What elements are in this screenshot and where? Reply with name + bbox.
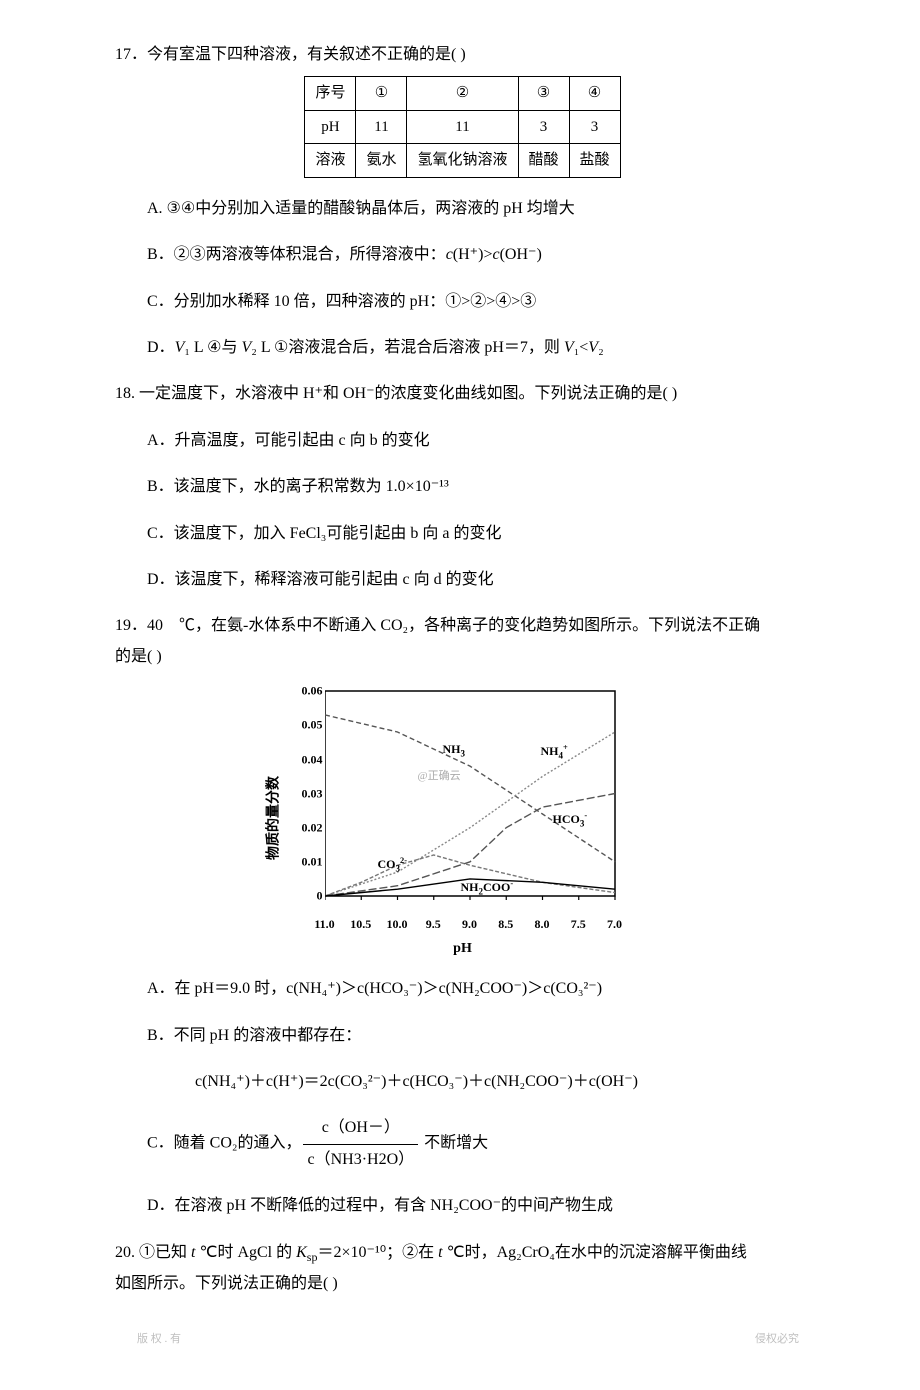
th-3: ③ (518, 77, 569, 111)
series-label-nh3: NH3 (443, 738, 466, 762)
q19-chart: 物质的量分数 11.010.510.09.59.08.58.07.57.0 00… (283, 678, 643, 958)
chart-xtick: 9.0 (462, 913, 477, 936)
q19-c-pre: C．随着 CO₂的通入， (147, 1135, 301, 1152)
q17-v2: V (241, 339, 251, 356)
t: ＝2×10⁻¹⁰；②在 (317, 1244, 438, 1261)
td: 氢氧化钠溶液 (407, 144, 518, 178)
q17-opt-d: D．V₁ L ④与 V₂ L ①溶液混合后，若混合后溶液 pH＝7，则 V₁<V… (115, 333, 810, 363)
q19-c-post: 不断增大 (420, 1135, 488, 1152)
table-row: 溶液 氨水 氢氧化钠溶液 醋酸 盐酸 (305, 144, 620, 178)
q20-stem-1: 20. ①已知 t ℃时 AgCl 的 Ksp＝2×10⁻¹⁰；②在 t ℃时，… (115, 1238, 810, 1269)
td: 盐酸 (569, 144, 620, 178)
chart-xtick: 9.5 (426, 913, 441, 936)
t: ℃时，Ag₂CrO₄在水中的沉淀溶解平衡曲线 (443, 1244, 747, 1261)
chart-xtick: 7.0 (607, 913, 622, 936)
chart-xtick: 10.5 (350, 913, 371, 936)
chart-watermark: @正确云 (418, 766, 461, 787)
t: ₂ (598, 339, 604, 356)
q17-b-end: (OH⁻) (500, 246, 542, 263)
q20-sp: sp (307, 1250, 318, 1264)
chart-ytick: 0.03 (293, 782, 323, 805)
th-4: ④ (569, 77, 620, 111)
chart-xtick: 10.0 (387, 913, 408, 936)
td: 3 (569, 110, 620, 144)
footer-right: 侵权必究 (711, 1329, 810, 1350)
series-label-nh4: NH4+ (541, 740, 568, 764)
q17-v1: V (175, 339, 185, 356)
page-footer: 版 权 . 有 侵权必究 (115, 1329, 810, 1350)
series-label-hco3: HCO3- (553, 808, 588, 832)
q17-v3: V (564, 339, 574, 356)
q17-table: 序号 ① ② ③ ④ pH 11 11 3 3 溶液 氨水 氢氧化钠溶液 醋酸 … (304, 76, 620, 178)
chart-ytick: 0.06 (293, 680, 323, 703)
t: 20. ①已知 (115, 1244, 191, 1261)
q19-opt-b-expr: c(NH₄⁺)＋c(H⁺)＝2c(CO₃²⁻)＋c(HCO₃⁻)＋c(NH₂CO… (115, 1067, 810, 1097)
q19-stem-1: 19．40 ℃，在氨-水体系中不断通入 CO₂，各种离子的变化趋势如图所示。下列… (115, 611, 810, 641)
td: 11 (356, 110, 407, 144)
t: ℃时 AgCl 的 (195, 1244, 296, 1261)
chart-ytick: 0.05 (293, 714, 323, 737)
footer-left: 版 权 . 有 (115, 1329, 181, 1350)
q17-stem: 17．今有室温下四种溶液，有关叙述不正确的是( ) (115, 40, 810, 70)
q19-opt-c: C．随着 CO₂的通入，c（OH－）c（NH3·H2O） 不断增大 (115, 1113, 810, 1175)
frac-den: c（NH3·H2O） (303, 1145, 418, 1175)
frac-num: c（OH－） (303, 1113, 418, 1144)
chart-ytick: 0.01 (293, 851, 323, 874)
q17-b-mid: (H⁺)> (453, 246, 493, 263)
q18-opt-c: C．该温度下，加入 FeCl₃可能引起由 b 向 a 的变化 (115, 519, 810, 549)
q17-d-pre: D． (147, 339, 175, 356)
q17-v4: V (588, 339, 598, 356)
q17-b-c1: c (446, 246, 453, 263)
q17-opt-a: A. ③④中分别加入适量的醋酸钠晶体后，两溶液的 pH 均增大 (115, 194, 810, 224)
th-1: ① (356, 77, 407, 111)
series-label-nh2coo: NH2COO- (461, 876, 514, 900)
td: 溶液 (305, 144, 356, 178)
q17-opt-c: C．分别加水稀释 10 倍，四种溶液的 pH：①>②>④>③ (115, 287, 810, 317)
chart-xtick: 8.5 (498, 913, 513, 936)
chart-xlabel: pH (453, 936, 472, 963)
th-seq: 序号 (305, 77, 356, 111)
q19-stem-2: 的是( ) (115, 642, 810, 672)
q17-b-pre: B．②③两溶液等体积混合，所得溶液中： (147, 246, 446, 263)
t: ₂ L ①溶液混合后，若混合后溶液 pH＝7，则 (251, 339, 564, 356)
th-2: ② (407, 77, 518, 111)
fraction: c（OH－）c（NH3·H2O） (303, 1113, 418, 1175)
q19-opt-a: A．在 pH＝9.0 时，c(NH₄⁺)＞c(HCO₃⁻)＞c(NH₂COO⁻)… (115, 974, 810, 1004)
chart-xtick: 7.5 (571, 913, 586, 936)
chart-xtick: 8.0 (535, 913, 550, 936)
q17-opt-b: B．②③两溶液等体积混合，所得溶液中：c(H⁺)>c(OH⁻) (115, 240, 810, 270)
chart-ytick: 0.04 (293, 748, 323, 771)
chart-ytick: 0 (293, 885, 323, 908)
q19-opt-b: B．不同 pH 的溶液中都存在： (115, 1021, 810, 1051)
table-row: pH 11 11 3 3 (305, 110, 620, 144)
q18-stem: 18. 一定温度下，水溶液中 H⁺和 OH⁻的浓度变化曲线如图。下列说法正确的是… (115, 379, 810, 409)
q17-b-c2: c (492, 246, 499, 263)
td: 11 (407, 110, 518, 144)
chart-ytick: 0.02 (293, 816, 323, 839)
chart-ylabel: 物质的量分数 (261, 776, 288, 860)
series-label-co3: CO32- (378, 853, 407, 877)
td: 醋酸 (518, 144, 569, 178)
q19-opt-d: D．在溶液 pH 不断降低的过程中，有含 NH₂COO⁻的中间产物生成 (115, 1191, 810, 1221)
q18-opt-a: A．升高温度，可能引起由 c 向 b 的变化 (115, 426, 810, 456)
t: ₁< (574, 339, 589, 356)
td: pH (305, 110, 356, 144)
td: 氨水 (356, 144, 407, 178)
chart-xtick: 11.0 (314, 913, 334, 936)
table-row: 序号 ① ② ③ ④ (305, 77, 620, 111)
td: 3 (518, 110, 569, 144)
q18-opt-d: D．该温度下，稀释溶液可能引起由 c 向 d 的变化 (115, 565, 810, 595)
q18-opt-b: B．该温度下，水的离子积常数为 1.0×10⁻¹³ (115, 472, 810, 502)
t: ₁ L ④与 (184, 339, 241, 356)
q20-K: K (296, 1244, 307, 1261)
q20-stem-2: 如图所示。下列说法正确的是( ) (115, 1269, 810, 1299)
